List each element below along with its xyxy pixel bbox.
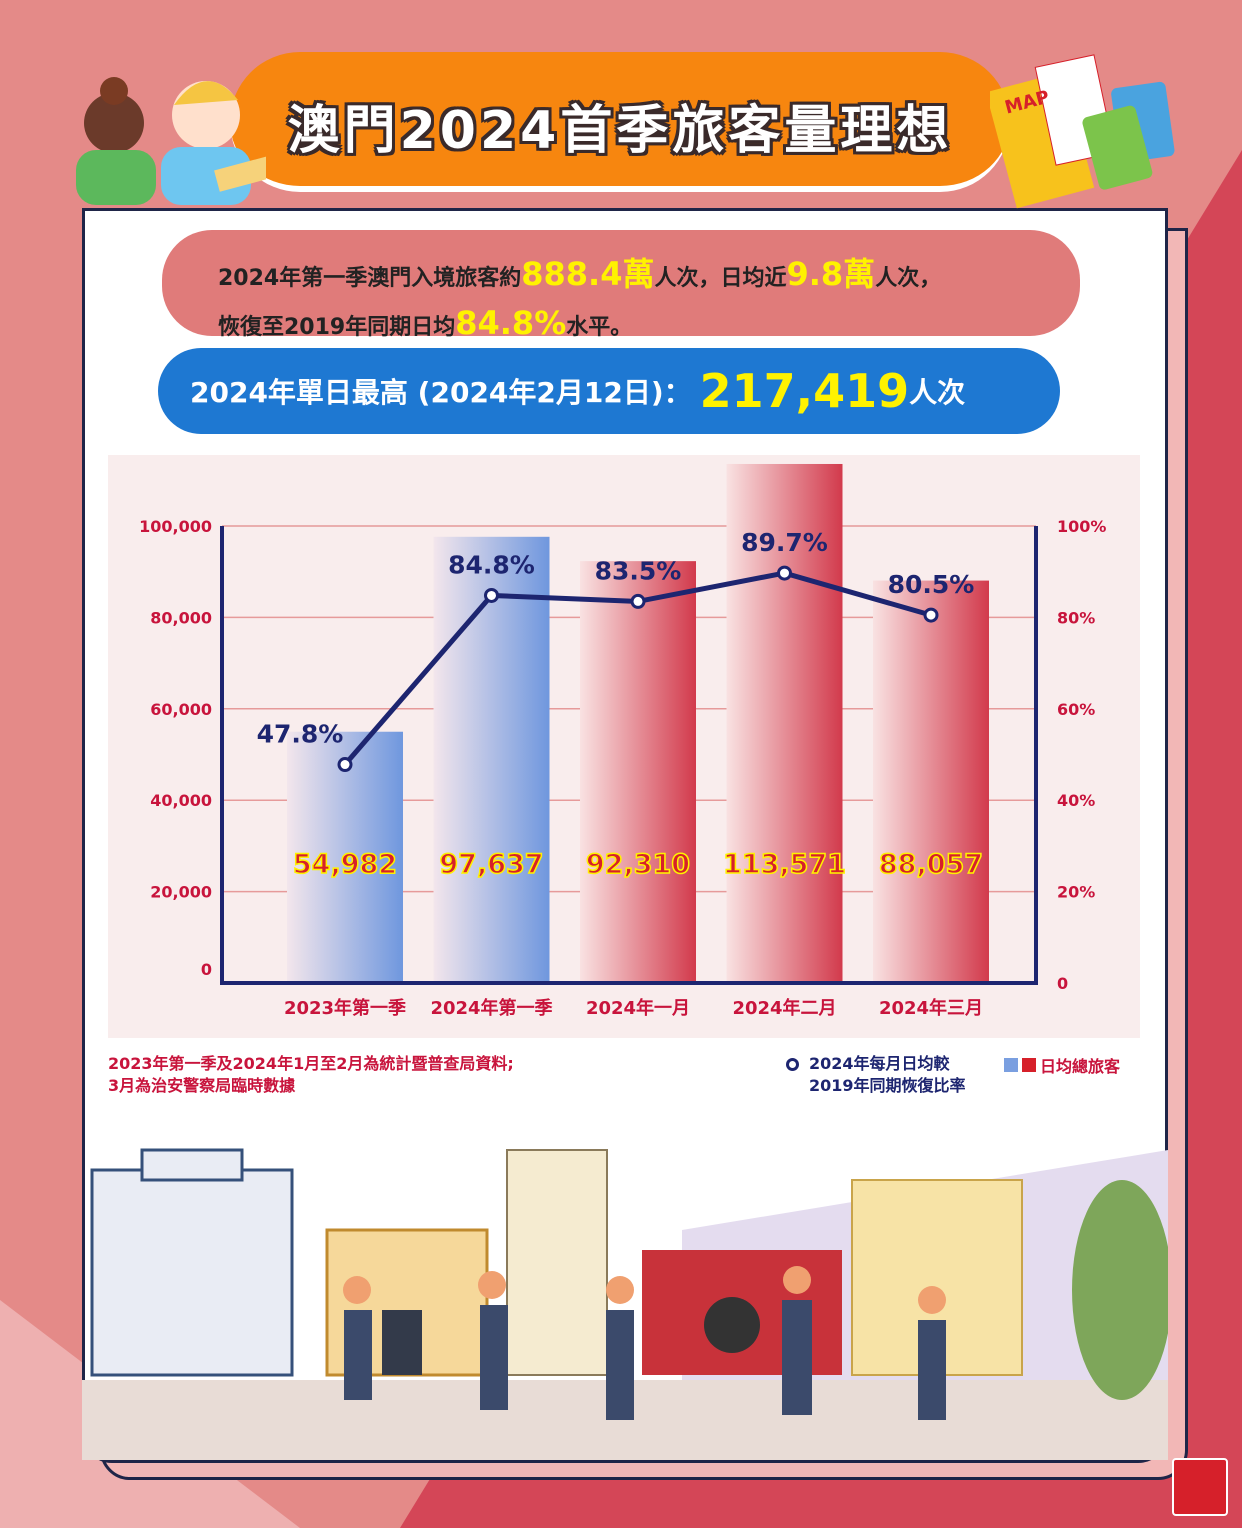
bar-value-label: 92,310 (586, 849, 690, 880)
peak-value: 217,419 (699, 364, 910, 418)
bar-value-label: 113,571 (723, 849, 846, 880)
combo-chart: 0 0 20,000 20% 40,000 40% 60,000 60% 80,000 80% 10… (139, 463, 1106, 1019)
summary-recovery: 84.8% (455, 304, 567, 342)
title-banner: 澳門2024首季旅客量理想 (230, 52, 1010, 192)
category-label: 2024年第一季 (430, 997, 552, 1019)
bar-value-label: 97,637 (439, 849, 543, 880)
line-point (923, 607, 939, 623)
blue-square-icon (1004, 1058, 1018, 1072)
summary-daily: 9.8萬 (786, 255, 876, 293)
summary-box: 2024年第一季澳門入境旅客約888.4萬人次，日均近9.8萬人次， 恢復至20… (162, 230, 1080, 342)
line-value-label: 83.5% (595, 556, 682, 585)
left-tick-label: 80,000 (150, 608, 212, 627)
bar-value-label: 54,982 (293, 849, 397, 880)
left-tick-label: 20,000 (150, 883, 212, 902)
legend-bar: 日均總旅客 (1004, 1053, 1120, 1077)
travelers-illustration (76, 77, 266, 205)
bar-value-label: 88,057 (879, 849, 983, 880)
bar (433, 536, 550, 983)
bar (287, 731, 403, 983)
category-label: 2024年三月 (879, 997, 983, 1019)
bar (580, 561, 696, 983)
right-tick-label: 100% (1057, 517, 1106, 536)
summary-total: 888.4萬 (521, 255, 655, 293)
circle-marker-icon (786, 1058, 799, 1071)
left-tick-label: 100,000 (139, 517, 212, 536)
right-tick-label: 20% (1057, 883, 1095, 902)
macau-government-logo (1172, 1458, 1228, 1516)
note-line: 2023年第一季及2024年1月至2月為統計暨普查局資料; (108, 1054, 514, 1073)
category-label: 2024年一月 (586, 997, 690, 1019)
left-tick-label: 40,000 (150, 791, 212, 810)
legend-line: 2024年每月日均較 2019年同期恢復比率 (786, 1053, 966, 1097)
legend-text: 2019年同期恢復比率 (809, 1076, 966, 1095)
left-tick-label: 0 (201, 960, 212, 979)
line-value-label: 84.8% (448, 550, 535, 579)
category-label: 2023年第一季 (284, 997, 406, 1019)
peak-box: 2024年單日最高 (2024年2月12日)： 217,419 人次 (158, 348, 1060, 434)
bar (726, 463, 843, 983)
summary-text: 人次， (875, 266, 942, 291)
left-tick-label: 60,000 (150, 700, 212, 719)
line-point (630, 593, 646, 609)
note-line: 3月為治安警察局臨時數據 (108, 1076, 296, 1095)
axis-frame (220, 526, 1038, 985)
summary-text: 恢復至2019年同期日均 (218, 315, 456, 340)
right-tick-label: 60% (1057, 700, 1095, 719)
line-value-label: 89.7% (741, 528, 828, 557)
right-tick-label: 40% (1057, 791, 1095, 810)
map-passport-illustration: MAP (990, 54, 1175, 209)
right-tick-label: 80% (1057, 608, 1095, 627)
red-square-icon (1022, 1058, 1036, 1072)
legend-text: 2024年每月日均較 (809, 1054, 950, 1073)
line-point (777, 565, 792, 581)
line-value-label: 47.8% (257, 720, 344, 749)
peak-label: 2024年單日最高 (2024年2月12日)： (190, 376, 692, 409)
line-point (337, 757, 353, 773)
category-label: 2024年二月 (732, 997, 836, 1019)
summary-text: 人次，日均近 (654, 266, 787, 291)
peak-unit: 人次 (909, 376, 966, 409)
line-point (484, 587, 499, 603)
legend-text: 日均總旅客 (1040, 1057, 1121, 1076)
summary-text: 2024年第一季澳門入境旅客約 (218, 266, 522, 291)
macau-landmarks-illustration (82, 1148, 1168, 1460)
page-title: 澳門2024首季旅客量理想 (287, 101, 953, 161)
line-value-label: 80.5% (888, 570, 975, 599)
right-tick-label: 0 (1057, 974, 1068, 993)
bar (873, 580, 989, 983)
summary-text: 水平。 (566, 315, 633, 340)
source-note: 2023年第一季及2024年1月至2月為統計暨普查局資料; 3月為治安警察局臨時數… (108, 1053, 514, 1097)
